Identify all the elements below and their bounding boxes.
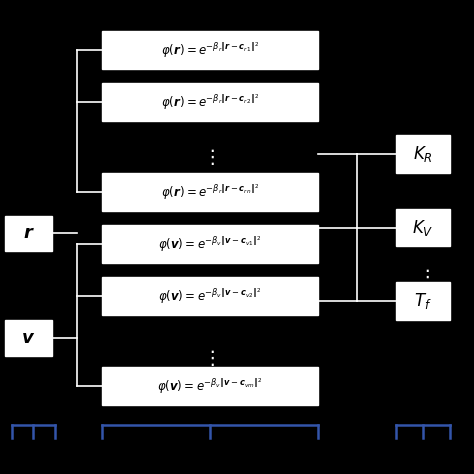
FancyBboxPatch shape [102,367,318,405]
FancyBboxPatch shape [5,216,52,251]
Text: $T_f$: $T_f$ [414,291,432,311]
Text: $\varphi(\boldsymbol{r}) = e^{-\beta_r\|\boldsymbol{r}-\boldsymbol{c}_{r1}\|^2}$: $\varphi(\boldsymbol{r}) = e^{-\beta_r\|… [161,40,259,60]
FancyBboxPatch shape [102,225,318,263]
FancyBboxPatch shape [396,209,450,246]
FancyBboxPatch shape [102,277,318,315]
Text: $\vdots$: $\vdots$ [202,348,215,368]
Text: $\vdots$: $\vdots$ [202,147,215,167]
Text: $\vdots$: $\vdots$ [417,267,429,287]
FancyBboxPatch shape [396,282,450,320]
FancyBboxPatch shape [396,135,450,173]
Text: $K_V$: $K_V$ [412,218,434,237]
Text: $\varphi(\boldsymbol{v}) = e^{-\beta_v\|\boldsymbol{v}-\boldsymbol{c}_{vm}\|^2}$: $\varphi(\boldsymbol{v}) = e^{-\beta_v\|… [157,376,263,396]
Text: $\boldsymbol{r}$: $\boldsymbol{r}$ [23,225,34,242]
Text: $\varphi(\boldsymbol{v}) = e^{-\beta_v\|\boldsymbol{v}-\boldsymbol{c}_{v1}\|^2}$: $\varphi(\boldsymbol{v}) = e^{-\beta_v\|… [158,234,262,254]
Text: $K_R$: $K_R$ [413,144,433,164]
FancyBboxPatch shape [102,173,318,211]
Text: $\varphi(\boldsymbol{v}) = e^{-\beta_v\|\boldsymbol{v}-\boldsymbol{c}_{v2}\|^2}$: $\varphi(\boldsymbol{v}) = e^{-\beta_v\|… [158,286,262,306]
Text: $\boldsymbol{v}$: $\boldsymbol{v}$ [21,329,36,346]
FancyBboxPatch shape [102,83,318,121]
FancyBboxPatch shape [5,320,52,356]
Text: $\varphi(\boldsymbol{r}) = e^{-\beta_r\|\boldsymbol{r}-\boldsymbol{c}_{r2}\|^2}$: $\varphi(\boldsymbol{r}) = e^{-\beta_r\|… [161,92,259,112]
Text: $\varphi(\boldsymbol{r}) = e^{-\beta_r\|\boldsymbol{r}-\boldsymbol{c}_{rn}\|^2}$: $\varphi(\boldsymbol{r}) = e^{-\beta_r\|… [161,182,259,202]
FancyBboxPatch shape [102,31,318,69]
